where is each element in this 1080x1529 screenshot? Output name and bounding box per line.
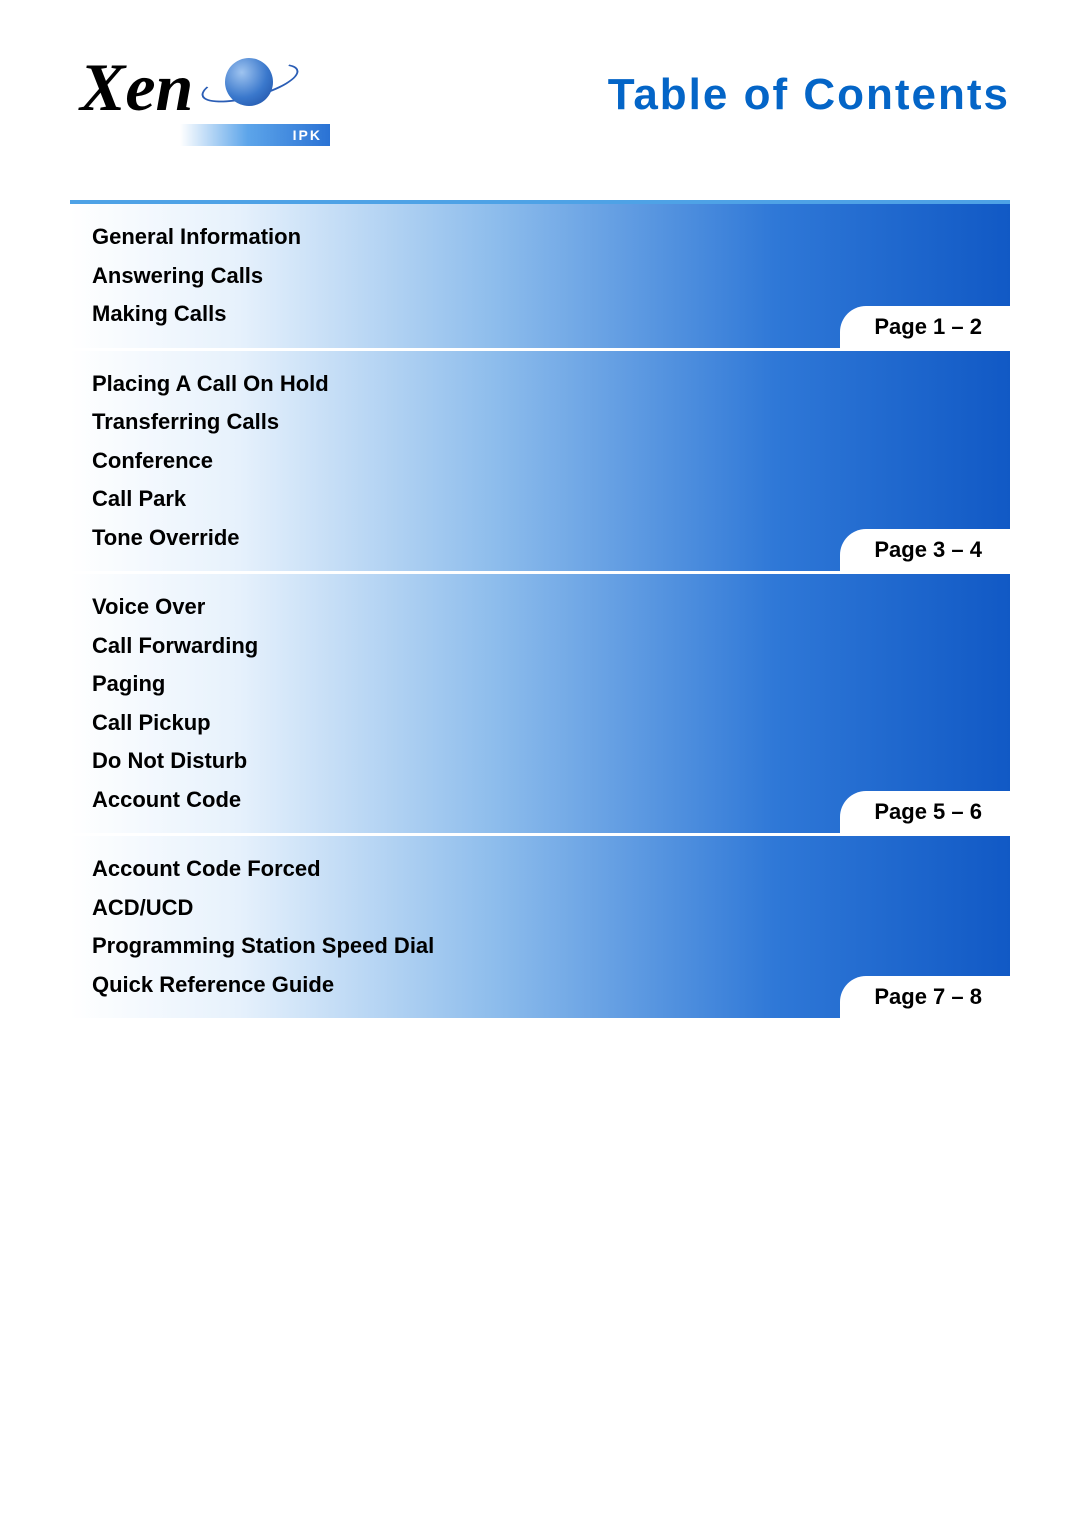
header: Xen IPK Table of Contents — [0, 40, 1080, 180]
toc-topic: Paging — [92, 665, 988, 704]
logo-text: Xen — [80, 48, 193, 127]
toc-section: Account Code ForcedACD/UCDProgramming St… — [70, 836, 1010, 1018]
toc-topic: Voice Over — [92, 588, 988, 627]
toc-topic: Answering Calls — [92, 257, 988, 296]
toc-topic: General Information — [92, 218, 988, 257]
table-of-contents: General InformationAnswering CallsMaking… — [70, 200, 1010, 1018]
toc-topic: Transferring Calls — [92, 403, 988, 442]
toc-topic: Call Forwarding — [92, 627, 988, 666]
toc-section: General InformationAnswering CallsMaking… — [70, 204, 1010, 351]
toc-topic: Call Pickup — [92, 704, 988, 743]
toc-section: Voice OverCall ForwardingPagingCall Pick… — [70, 574, 1010, 836]
logo: Xen IPK — [80, 40, 300, 150]
toc-topic: Call Park — [92, 480, 988, 519]
toc-topic: Placing A Call On Hold — [92, 365, 988, 404]
logo-sublabel: IPK — [180, 124, 330, 146]
logo-orb-icon — [225, 58, 273, 106]
toc-topic: Conference — [92, 442, 988, 481]
page-range-tab: Page 7 – 8 — [840, 976, 1010, 1018]
toc-topic: ACD/UCD — [92, 889, 988, 928]
toc-topic: Programming Station Speed Dial — [92, 927, 988, 966]
page-range-tab: Page 3 – 4 — [840, 529, 1010, 571]
toc-topic: Account Code Forced — [92, 850, 988, 889]
page-range-tab: Page 1 – 2 — [840, 306, 1010, 348]
toc-section: Placing A Call On HoldTransferring Calls… — [70, 351, 1010, 575]
page-title: Table of Contents — [608, 70, 1010, 120]
toc-topic: Do Not Disturb — [92, 742, 988, 781]
page-range-tab: Page 5 – 6 — [840, 791, 1010, 833]
